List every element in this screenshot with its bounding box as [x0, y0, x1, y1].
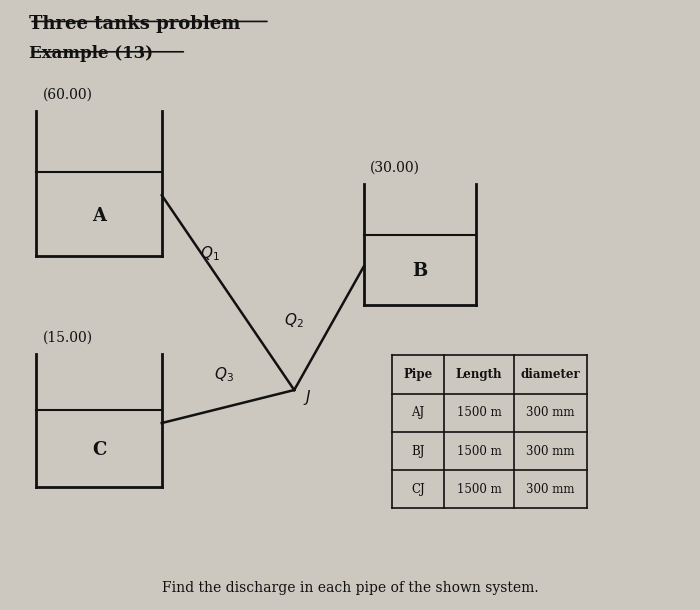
Text: A: A — [92, 207, 106, 224]
Text: (15.00): (15.00) — [43, 331, 92, 345]
Text: (60.00): (60.00) — [43, 88, 92, 102]
Text: 300 mm: 300 mm — [526, 406, 575, 419]
Text: 1500 m: 1500 m — [456, 445, 501, 458]
Text: $Q_2$: $Q_2$ — [284, 311, 303, 329]
Text: $Q_1$: $Q_1$ — [200, 244, 220, 263]
Text: $Q_3$: $Q_3$ — [214, 365, 234, 384]
Text: 1500 m: 1500 m — [456, 483, 501, 496]
Text: 1500 m: 1500 m — [456, 406, 501, 419]
Text: $J$: $J$ — [302, 388, 312, 407]
Text: 300 mm: 300 mm — [526, 483, 575, 496]
Text: 300 mm: 300 mm — [526, 445, 575, 458]
Text: Example (13): Example (13) — [29, 45, 153, 62]
Text: Length: Length — [456, 368, 502, 381]
Text: AJ: AJ — [412, 406, 425, 419]
Text: C: C — [92, 441, 106, 459]
Text: CJ: CJ — [411, 483, 425, 496]
Text: B: B — [412, 262, 427, 280]
Text: Pipe: Pipe — [403, 368, 433, 381]
Text: Three tanks problem: Three tanks problem — [29, 15, 241, 33]
Text: (30.00): (30.00) — [370, 160, 419, 174]
Text: diameter: diameter — [521, 368, 580, 381]
Text: Find the discharge in each pipe of the shown system.: Find the discharge in each pipe of the s… — [162, 581, 538, 595]
Text: BJ: BJ — [411, 445, 425, 458]
